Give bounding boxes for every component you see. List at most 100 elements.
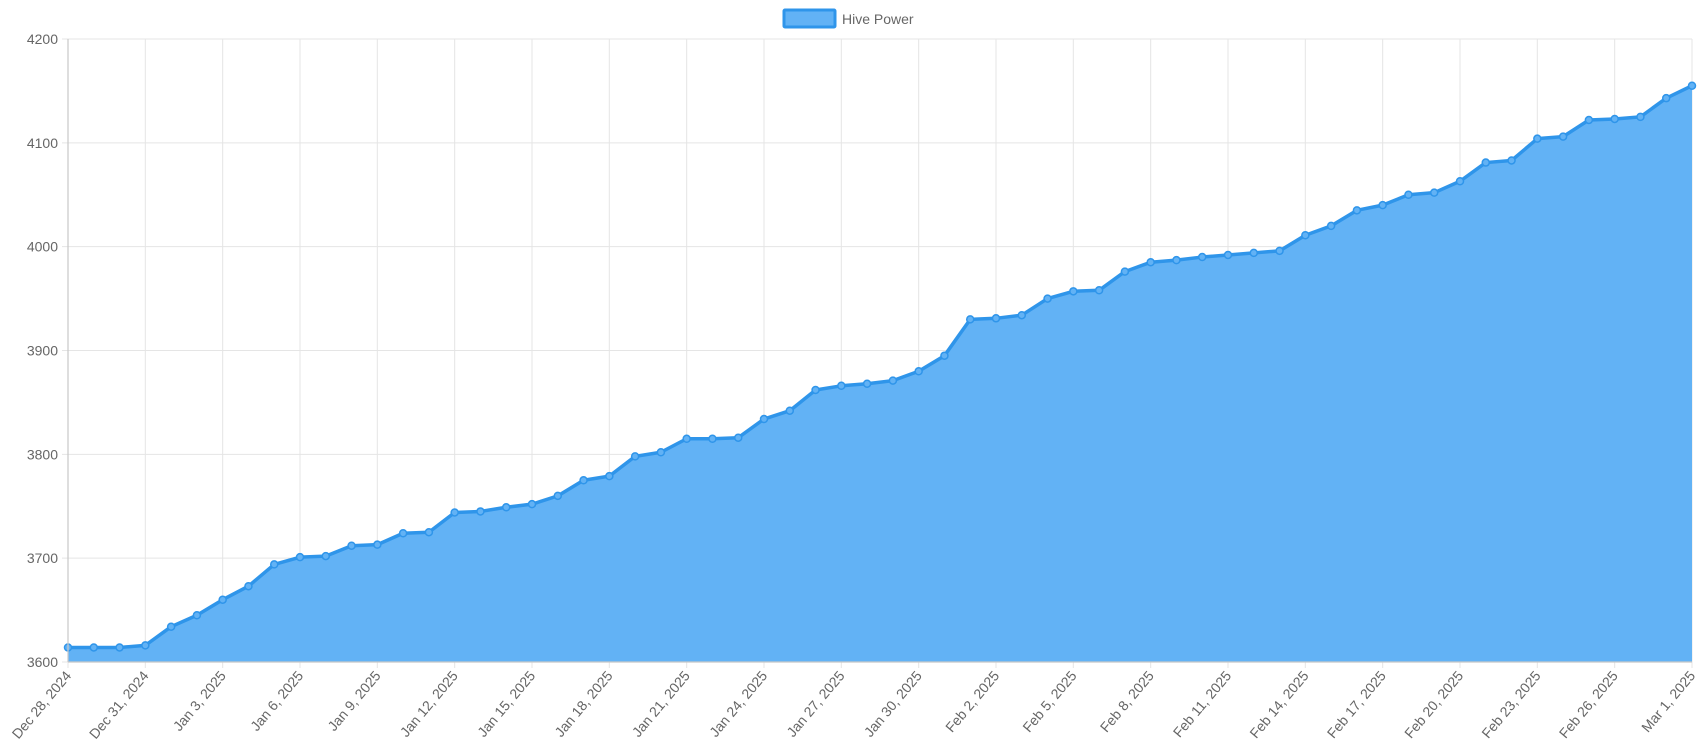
data-point[interactable] — [501, 503, 511, 512]
data-point[interactable] — [1636, 112, 1645, 122]
legend-swatch-hive-power[interactable] — [782, 8, 837, 29]
legend[interactable]: Hive Power — [782, 8, 914, 29]
series-line-hive-power — [68, 84, 1693, 650]
data-point[interactable] — [476, 507, 485, 516]
y-tick-label: 3600 — [27, 654, 58, 670]
axes — [67, 39, 1692, 663]
data-point[interactable] — [605, 471, 614, 481]
x-tick-label: Jan 6, 2025 — [247, 667, 306, 734]
data-point[interactable] — [1301, 230, 1310, 240]
data-point[interactable] — [373, 540, 382, 549]
legend-label-hive-power[interactable]: Hive Power — [842, 11, 914, 27]
x-tick-label: Dec 31, 2024 — [86, 667, 152, 741]
y-tick-label: 4000 — [27, 239, 58, 255]
data-point[interactable] — [1584, 115, 1594, 125]
data-point[interactable] — [1120, 267, 1130, 276]
data-point[interactable] — [837, 381, 846, 391]
data-point[interactable] — [940, 351, 949, 360]
data-point[interactable] — [1404, 190, 1413, 199]
x-tick-label: Feb 14, 2025 — [1246, 667, 1311, 741]
data-point[interactable] — [424, 527, 434, 537]
data-point[interactable] — [682, 434, 691, 444]
data-point[interactable] — [1094, 286, 1104, 295]
data-point[interactable] — [1017, 310, 1027, 320]
data-point[interactable] — [1275, 246, 1284, 256]
data-point[interactable] — [1610, 114, 1619, 124]
data-point[interactable] — [1249, 248, 1259, 258]
plot-area — [63, 81, 1697, 663]
x-tick-label: Jan 9, 2025 — [324, 667, 383, 734]
data-point[interactable] — [269, 560, 279, 569]
x-tick-label: Feb 2, 2025 — [942, 667, 1002, 735]
data-point[interactable] — [733, 433, 743, 442]
x-tick-label: Dec 28, 2024 — [8, 667, 74, 741]
data-point[interactable] — [1197, 252, 1207, 262]
y-axis-ticks: 3600 3700 3800 3900 4000 4100 4200 — [27, 31, 58, 670]
x-axis-ticks: Dec 28, 2024 Dec 31, 2024 Jan 3, 2025 Jan 6… — [8, 667, 1698, 741]
data-point[interactable] — [1223, 250, 1233, 260]
series-area-hive-power — [68, 85, 1692, 663]
data-point[interactable] — [527, 499, 537, 509]
data-point[interactable] — [759, 414, 769, 424]
data-point[interactable] — [862, 379, 872, 388]
x-tick-label: Mar 1, 2025 — [1638, 667, 1698, 735]
data-point[interactable] — [89, 643, 99, 652]
y-tick-label: 4200 — [27, 31, 58, 47]
data-point[interactable] — [321, 551, 331, 561]
x-tick-label: Feb 26, 2025 — [1556, 667, 1621, 741]
x-tick-label: Feb 11, 2025 — [1170, 667, 1235, 740]
y-tick-label: 3900 — [27, 343, 58, 359]
data-point[interactable] — [115, 643, 124, 652]
x-tick-label: Jan 27, 2025 — [783, 667, 847, 739]
data-point[interactable] — [1507, 156, 1516, 165]
data-point[interactable] — [1687, 81, 1697, 90]
data-point[interactable] — [1481, 158, 1491, 167]
data-point[interactable] — [1352, 206, 1362, 215]
data-point[interactable] — [811, 385, 820, 395]
x-tick-label: Feb 23, 2025 — [1478, 667, 1543, 741]
x-tick-label: Feb 17, 2025 — [1324, 667, 1389, 741]
x-tick-label: Jan 12, 2025 — [397, 667, 461, 739]
x-tick-label: Feb 5, 2025 — [1019, 667, 1079, 735]
data-point[interactable] — [192, 611, 202, 620]
x-tick-label: Feb 8, 2025 — [1097, 667, 1157, 735]
data-point[interactable] — [888, 376, 898, 385]
data-point[interactable] — [1146, 257, 1155, 267]
x-tick-label: Jan 24, 2025 — [706, 667, 770, 739]
data-point[interactable] — [1043, 294, 1052, 303]
data-point[interactable] — [708, 434, 717, 444]
data-point[interactable] — [1558, 132, 1568, 141]
data-point[interactable] — [656, 448, 666, 457]
y-tick-label: 4100 — [27, 135, 58, 151]
data-point[interactable] — [553, 491, 563, 501]
data-point[interactable] — [1533, 134, 1542, 143]
data-point[interactable] — [398, 528, 408, 538]
data-point[interactable] — [914, 367, 923, 376]
data-point[interactable] — [244, 581, 253, 591]
data-point[interactable] — [166, 622, 176, 631]
data-point[interactable] — [579, 476, 588, 485]
data-point[interactable] — [1455, 177, 1465, 186]
data-point[interactable] — [141, 641, 150, 650]
y-tick-label: 3800 — [27, 446, 58, 462]
data-point[interactable] — [1326, 221, 1336, 231]
x-tick-label: Jan 21, 2025 — [629, 667, 693, 739]
data-point[interactable] — [965, 315, 975, 324]
data-point[interactable] — [347, 541, 356, 550]
data-point[interactable] — [1172, 255, 1181, 265]
x-tick-label: Jan 15, 2025 — [474, 667, 538, 739]
data-point[interactable] — [295, 552, 305, 562]
data-point[interactable] — [785, 406, 795, 415]
data-point[interactable] — [991, 314, 1001, 323]
data-point[interactable] — [1069, 287, 1078, 296]
x-tick-label: Feb 20, 2025 — [1401, 667, 1466, 741]
data-point[interactable] — [1378, 200, 1387, 210]
data-point[interactable] — [630, 452, 640, 461]
data-point[interactable] — [1661, 93, 1671, 103]
data-point[interactable] — [1429, 188, 1439, 197]
data-point[interactable] — [450, 508, 459, 517]
data-point[interactable] — [218, 595, 227, 604]
y-tick-label: 3700 — [27, 550, 58, 566]
